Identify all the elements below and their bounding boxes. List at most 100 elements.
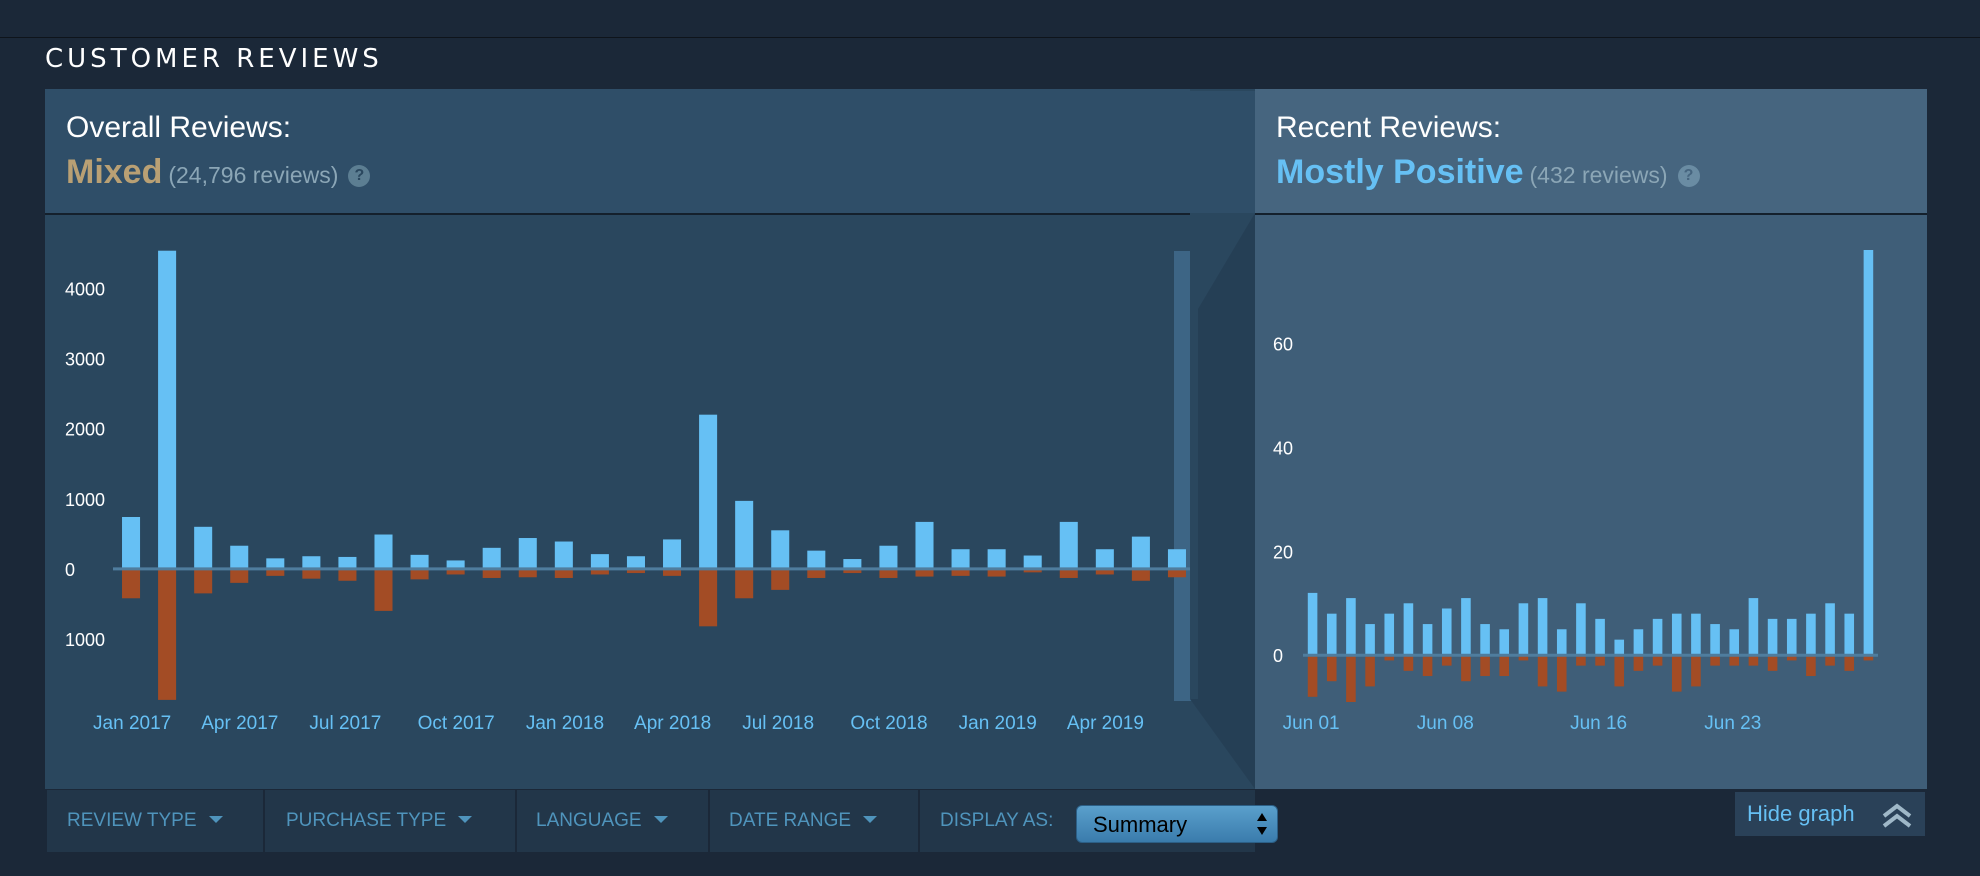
positive-bar [1595,618,1605,656]
negative-bar [843,568,862,574]
caret-down-icon [863,816,878,823]
recent-review-count: (432 reviews) [1529,162,1668,188]
positive-bar [158,250,177,569]
date-range-label: DATE RANGE [729,810,852,831]
negative-bar [230,568,249,583]
hide-graph-label: Hide graph [1747,801,1855,826]
negative-bar [1729,655,1740,666]
negative-bar [1422,655,1433,677]
help-icon[interactable]: ? [1677,165,1700,187]
positive-bar [1326,613,1337,656]
review-type-filter[interactable]: REVIEW TYPE [67,790,223,852]
y-tick-label: 0 [65,560,75,580]
filter-divider [263,790,265,852]
display-as-select[interactable]: Summary [1076,805,1278,843]
negative-bar [482,568,501,578]
positive-bar [338,556,357,569]
negative-bar [1576,655,1586,666]
negative-bar [1537,655,1548,687]
double-chevron-up-icon [1882,803,1912,828]
positive-bar [1671,613,1682,656]
negative-bar [518,568,537,578]
range-selector-handle [1174,251,1194,701]
language-filter[interactable]: LANGUAGE [536,790,668,852]
negative-bar [1480,655,1490,677]
positive-bar [122,516,141,569]
overall-reviews-panel: Overall Reviews: Mixed (24,796 reviews)? … [45,89,1255,789]
overall-reviews-chart: 4000 3000 2000 1000 0 1000 Jan 2017 Apr 2017 Jul… [65,250,1195,734]
y-tick-label: 2000 [65,420,105,440]
x-tick-label: Jul 2017 [309,713,381,734]
caret-down-icon [208,816,223,823]
x-tick-label: Jan 2017 [93,713,171,734]
select-arrows-icon [1257,813,1267,835]
y-tick-label: 0 [1273,646,1283,666]
positive-bar [1748,598,1759,656]
negative-bar [1441,655,1452,666]
x-tick-label: Jun 08 [1417,713,1474,734]
negative-bar [554,568,573,578]
caret-down-icon [458,816,473,823]
top-bar [0,0,1980,38]
hide-graph-button[interactable]: Hide graph [1735,792,1925,836]
positive-bar [1346,598,1356,656]
negative-bar [158,568,177,700]
positive-bar [807,550,826,569]
negative-bar [1326,655,1337,682]
overall-reviews-header: Overall Reviews: Mixed (24,796 reviews)? [45,89,1255,215]
positive-bar [1480,624,1490,656]
y-tick-label: 4000 [65,280,105,300]
positive-bar [951,549,970,569]
section-title: CUSTOMER REVIEWS [45,44,383,74]
help-icon[interactable]: ? [348,165,371,187]
positive-bar [1537,598,1548,656]
negative-bar [1095,568,1114,575]
negative-bar [338,568,357,581]
x-tick-label: Jan 2018 [526,713,604,734]
positive-bar [1729,629,1740,656]
review-filter-bar: REVIEW TYPE PURCHASE TYPE LANGUAGE DATE … [45,790,1255,852]
negative-bar [807,568,826,578]
positive-bar [987,549,1006,569]
positive-bar [482,547,501,569]
negative-bar [1614,655,1625,687]
negative-bar [1633,655,1644,671]
purchase-type-filter[interactable]: PURCHASE TYPE [286,790,473,852]
caret-down-icon [653,816,668,823]
positive-bar [1384,613,1395,656]
x-tick-label: Apr 2018 [634,713,711,734]
date-range-filter[interactable]: DATE RANGE [729,790,878,852]
positive-bar [518,538,537,569]
negative-bar [1825,655,1835,666]
purchase-type-label: PURCHASE TYPE [286,810,447,831]
negative-bar [1556,655,1567,692]
positive-bar [879,545,898,569]
positive-bar [590,554,609,569]
x-tick-label: Jul 2018 [742,713,814,734]
positive-bar [1576,603,1586,656]
negative-bar [1806,655,1816,677]
x-tick-label: Jun 16 [1570,713,1627,734]
positive-bar [194,526,213,569]
recent-reviews-label: Recent Reviews: [1276,111,1502,144]
negative-bar [194,568,213,594]
positive-bar [1518,603,1529,656]
positive-bar [1786,618,1797,656]
y-tick-label: 40 [1273,438,1293,458]
recent-reviews-panel: Recent Reviews: Mostly Positive (432 revi… [1255,89,1927,789]
negative-bar [1167,568,1186,578]
negative-bar [266,568,285,576]
filter-divider [708,790,710,852]
negative-bar [1307,655,1318,697]
negative-bar [302,568,321,579]
recent-reviews-header: Recent Reviews: Mostly Positive (432 revi… [1255,89,1927,215]
positive-bar [1461,598,1471,656]
positive-bar [1403,603,1414,656]
positive-bar [1614,639,1625,656]
positive-bar [1806,613,1816,656]
negative-bar [699,568,718,627]
negative-bar [590,568,609,575]
negative-bar [771,568,790,590]
positive-bar [1023,555,1042,569]
positive-bar [1825,603,1835,656]
